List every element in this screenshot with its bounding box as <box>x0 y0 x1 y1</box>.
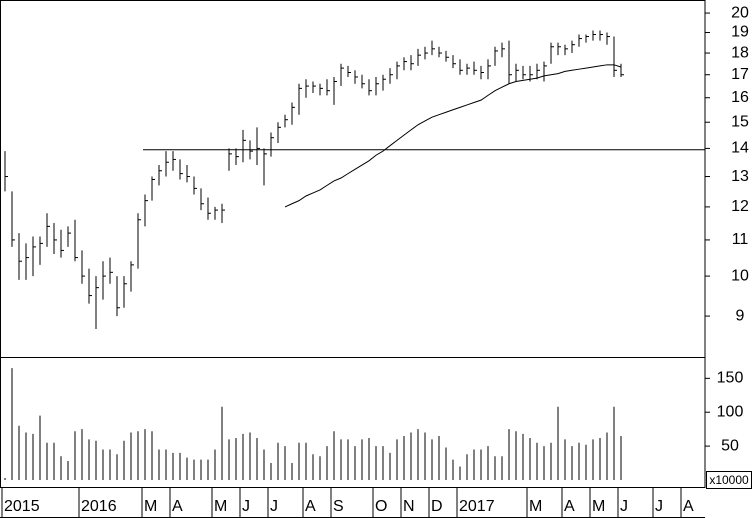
y-tick-label: 18 <box>731 44 749 61</box>
y-tick-label: 12 <box>731 198 749 215</box>
price-pane <box>0 0 706 358</box>
volume-unit: x10000 <box>709 473 749 487</box>
y-tick-label: 11 <box>732 231 749 248</box>
moving-average <box>284 64 622 208</box>
x-tick-label: M <box>529 498 542 515</box>
x-tick-label: S <box>333 498 344 515</box>
x-tick-label: M <box>144 498 157 515</box>
y-tick-label: 13 <box>731 168 749 185</box>
y-tick-label: 14 <box>731 140 749 157</box>
x-tick-label: 2016 <box>81 498 117 515</box>
x-tick-label: J <box>620 498 628 515</box>
x-tick-label: J <box>655 498 663 515</box>
y-tick-label: 10 <box>731 267 749 284</box>
x-tick-label: J <box>270 498 278 515</box>
y-tick-label: 19 <box>731 24 749 41</box>
x-tick-label: 2017 <box>459 498 495 515</box>
y-tick-label: 100 <box>717 403 744 420</box>
x-tick-label: A <box>683 498 694 515</box>
y-tick-label: 20 <box>731 4 749 21</box>
y-tick-label: 15 <box>731 113 749 130</box>
x-tick-label: 2015 <box>4 498 40 515</box>
x-tick-label: D <box>431 498 443 515</box>
x-tick-label: M <box>592 498 605 515</box>
x-tick-label: A <box>564 498 575 515</box>
y-tick-label: 17 <box>731 66 749 83</box>
x-tick-label: J <box>242 498 250 515</box>
x-tick-label: O <box>375 498 387 515</box>
y-tick-label: 16 <box>731 89 749 106</box>
volume-pane <box>0 357 706 488</box>
x-tick-label: M <box>214 498 227 515</box>
y-tick-label: 150 <box>717 370 744 387</box>
x-tick-label: A <box>305 498 316 515</box>
y-tick-label: 50 <box>721 437 739 454</box>
x-tick-label: N <box>403 498 415 515</box>
x-tick-label: A <box>172 498 183 515</box>
y-tick-label: 9 <box>736 307 745 324</box>
